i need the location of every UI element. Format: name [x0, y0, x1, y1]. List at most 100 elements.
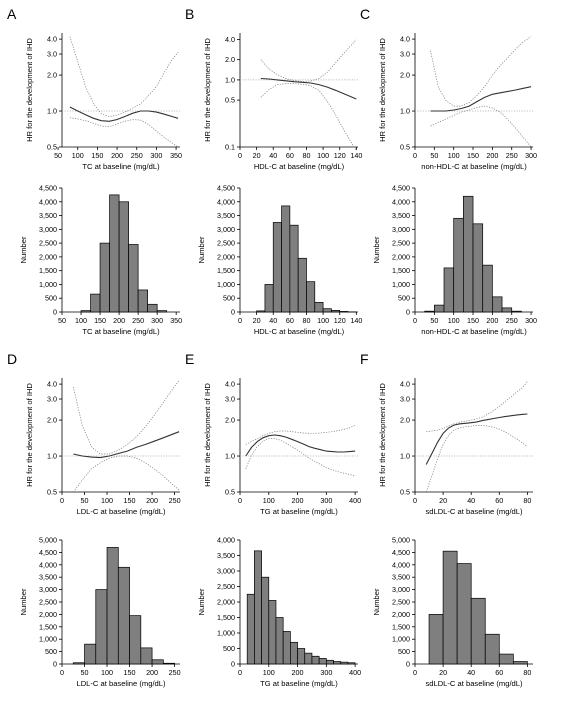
y-tick-label: 0 [231, 308, 235, 317]
histogram-bar [318, 658, 327, 665]
y-tick-label: 0 [53, 308, 57, 317]
histogram-bar [282, 631, 291, 665]
ci-upper-curve [72, 380, 180, 455]
histogram-bar [289, 224, 299, 313]
chart-b: B 0 20 40 60 80 100 120 140 0.1 0.5 1.0 2.0 4.0 HDL-C … [185, 6, 362, 171]
histogram-bar [424, 310, 435, 313]
histogram-bar [95, 589, 108, 665]
y-tick-label: 1.0 [225, 75, 235, 84]
histogram-bar [306, 281, 316, 313]
y-tick-label: 3.0 [225, 395, 235, 404]
y-tick-label: 1.0 [400, 107, 410, 116]
x-tick-label: 200 [486, 316, 498, 325]
y-tick-label: 500 [223, 294, 235, 303]
y-tick-label: 1.0 [47, 452, 57, 461]
y-tick-label: 1,500 [217, 613, 235, 622]
histogram-bar [322, 308, 332, 313]
y-axis-label: Number [197, 588, 206, 615]
chart-d: D 0 50 100 150 200 250 0.5 1.0 2.0 3.0 4.0 LDL-C at … [7, 351, 181, 516]
y-tick-label: 4,500 [39, 548, 57, 557]
x-tick-label: 400 [349, 496, 361, 505]
chart-b-hist: 0 20 40 60 80 100 120 140 0 500 1,000 1,500 2,000 2,5… [197, 184, 362, 337]
histogram-bar [80, 310, 91, 313]
y-axis-label: HR for the development of IHD [378, 383, 387, 487]
histogram-bar [137, 289, 148, 313]
x-tick-label: 80 [523, 496, 531, 505]
ci-lower-curve [73, 455, 180, 493]
x-tick-label: 0 [60, 668, 64, 677]
histogram-bar [347, 662, 356, 665]
histogram-bar [264, 284, 274, 313]
x-tick-label: 100 [263, 496, 275, 505]
y-tick-label: 3,500 [392, 211, 410, 220]
histogram-bar [140, 647, 153, 665]
x-axis-label: TG at baseline (mg/dL) [260, 679, 338, 688]
x-tick-label: 60 [495, 668, 503, 677]
x-tick-label: 40 [269, 316, 277, 325]
y-tick-label: 500 [45, 294, 57, 303]
ci-lower-curve [69, 117, 179, 148]
y-tick-label: 3.0 [47, 395, 57, 404]
histogram-bar [84, 643, 97, 665]
y-tick-label: 5,000 [39, 536, 57, 545]
x-tick-label: 50 [430, 316, 438, 325]
chart-a-hist: 50 100 150 200 250 300 350 0 500 1,000 1,500 2,000 2… [19, 184, 182, 337]
y-tick-label: 1.0 [400, 452, 410, 461]
x-axis-label: non-HDL-C at baseline (mg/dL) [421, 327, 527, 336]
chart-a: A 50 100 150 200 250 300 350 0.5 1.0 2.0 3.0 4.0 TC a… [7, 6, 182, 171]
y-tick-label: 4,000 [39, 560, 57, 569]
y-tick-label: 0 [406, 308, 410, 317]
y-tick-label: 2.0 [47, 71, 57, 80]
y-tick-label: 3,500 [392, 573, 410, 582]
histogram-bar [290, 641, 298, 665]
y-tick-label: 4.0 [225, 35, 235, 44]
y-tick-label: 4,000 [39, 197, 57, 206]
x-tick-label: 250 [131, 151, 143, 160]
y-tick-label: 3,000 [217, 225, 235, 234]
x-tick-label: 300 [151, 316, 163, 325]
x-tick-label: 0 [238, 668, 242, 677]
y-tick-label: 0.1 [225, 143, 235, 152]
ci-lower-curve [430, 105, 532, 148]
y-tick-label: 3,000 [392, 585, 410, 594]
histogram-bar [118, 201, 129, 313]
histogram-bar [304, 652, 313, 665]
x-tick-label: 250 [169, 668, 181, 677]
histogram-bar [472, 223, 484, 313]
y-tick-label: 1,500 [39, 266, 57, 275]
y-tick-label: 3,500 [39, 211, 57, 220]
x-tick-label: 200 [111, 151, 123, 160]
histogram-bar [311, 655, 320, 665]
ci-lower-curve [260, 83, 357, 151]
histogram-bar [512, 661, 528, 665]
y-tick-label: 500 [45, 647, 57, 656]
panel-label-f: F [360, 351, 369, 367]
hazard-ratio-curve [69, 106, 179, 122]
panel-label-b: B [185, 6, 194, 22]
x-tick-label: 50 [81, 496, 89, 505]
histogram-bar [456, 563, 472, 665]
x-tick-label: 250 [132, 316, 144, 325]
x-axis-label: TC at baseline (mg/dL) [82, 327, 160, 336]
y-tick-label: 500 [223, 644, 235, 653]
y-tick-label: 1,500 [217, 266, 235, 275]
histogram-bar [254, 550, 262, 665]
histogram-bar [297, 648, 306, 665]
x-tick-label: 120 [334, 151, 346, 160]
x-axis-label: LDL-C at baseline (mg/dL) [76, 507, 166, 516]
panel-label-e: E [185, 351, 194, 367]
y-tick-label: 5,000 [392, 536, 410, 545]
x-tick-label: 100 [317, 151, 329, 160]
y-axis-label: HR for the development of IHD [378, 38, 387, 142]
histogram-bar [331, 309, 341, 313]
ci-lower-curve [245, 438, 356, 477]
x-tick-label: 0 [238, 496, 242, 505]
y-tick-label: 2.0 [400, 416, 410, 425]
histogram-bar [99, 242, 110, 313]
y-tick-label: 3,000 [39, 225, 57, 234]
y-tick-label: 1.0 [47, 107, 57, 116]
y-tick-label: 4,000 [392, 560, 410, 569]
histogram-bar [484, 633, 500, 665]
y-tick-label: 0.5 [225, 488, 235, 497]
